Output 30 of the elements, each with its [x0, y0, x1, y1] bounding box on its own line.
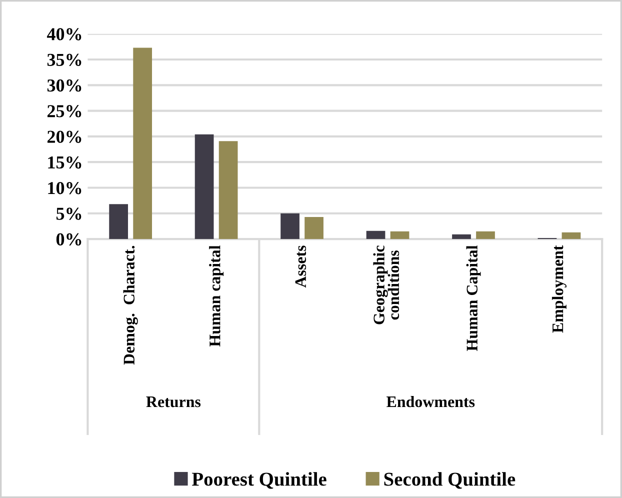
x-tick-label: Human Capital: [466, 245, 481, 351]
y-tick-label: 5%: [56, 208, 82, 220]
y-tick-label: 0%: [56, 233, 82, 246]
y-tick-label: 25%: [47, 105, 82, 118]
bar: [390, 231, 410, 240]
x-tick-label: Employment: [552, 245, 566, 333]
bar: [109, 204, 128, 240]
y-tick-label: 40%: [46, 28, 82, 40]
bar: [366, 230, 386, 240]
y-tick-label: 15%: [48, 156, 82, 169]
bar: [280, 213, 300, 240]
bar: [218, 141, 238, 240]
x-tick-label: Demog. Charact.: [123, 246, 138, 365]
y-tick-label: 30%: [47, 79, 82, 92]
x-tick-label: Geographic conditions: [373, 246, 400, 324]
bar: [194, 134, 214, 240]
x-tick-label: Assets: [295, 246, 306, 288]
text: Returns: [146, 396, 201, 408]
legend-label: Poorest Quintile: [192, 472, 326, 489]
bar: [476, 231, 495, 240]
bar: [562, 232, 581, 240]
x-tick-label: Human capital: [209, 245, 224, 347]
y-tick-label: 35%: [47, 54, 82, 66]
bar: [304, 216, 324, 240]
text: Endowments: [386, 396, 475, 408]
legend-label: Second Quintile: [384, 472, 516, 489]
bar: [452, 234, 471, 240]
y-tick-label: 20%: [47, 130, 82, 143]
y-tick-label: 10%: [48, 182, 82, 194]
bar: [133, 48, 152, 240]
